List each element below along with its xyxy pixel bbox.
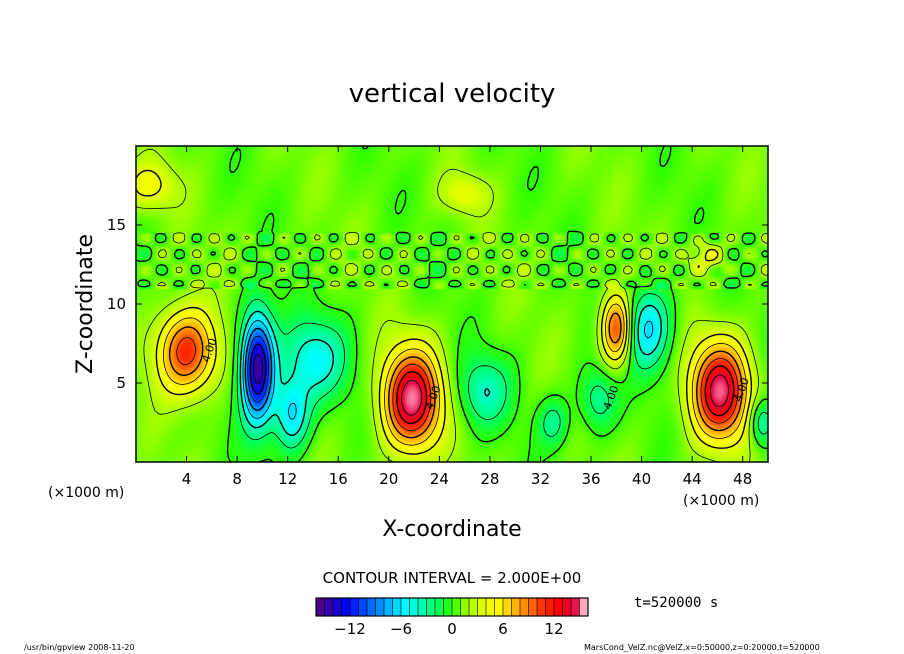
colorbar-tick-label: −12 — [334, 620, 366, 638]
colorbar-tick-label: 0 — [447, 620, 457, 638]
y-axis-label: Z-coordinate — [73, 234, 98, 374]
contour-line — [168, 312, 743, 439]
colorbar-tick-label: 12 — [544, 620, 563, 638]
x-tick-label: 32 — [531, 470, 550, 488]
contour-line — [163, 303, 747, 446]
colorbar-cell — [545, 598, 555, 616]
x-axis-ticks: 4 8 12 16 20 24 28 32 36 40 44 48 — [182, 146, 752, 488]
x-tick-label: 16 — [329, 470, 348, 488]
colorbar-tick-label: 6 — [498, 620, 508, 638]
x-unit-left: (×1000 m) — [48, 485, 124, 501]
footer-right: MarsCond_VelZ.nc@VelZ,x=0:50000,z=0:2000… — [584, 643, 820, 652]
colorbar-cell — [392, 598, 402, 616]
contour-line — [242, 320, 654, 420]
colorbar-cell — [486, 598, 495, 616]
colorbar-cell — [384, 598, 393, 616]
x-tick-label: 12 — [278, 470, 297, 488]
x-unit-right: (×1000 m) — [683, 493, 759, 509]
heatmap-surface — [136, 146, 768, 462]
colorbar-cell — [452, 598, 461, 616]
contour-line — [239, 304, 662, 437]
colorbar-cell — [469, 598, 478, 616]
colorbar-cell — [324, 598, 334, 616]
contour-line — [247, 335, 270, 403]
colorbar-cell — [350, 598, 359, 616]
y-tick-label: 15 — [107, 216, 126, 234]
contour-line — [401, 374, 729, 416]
colorbar-cell — [367, 598, 376, 616]
x-tick-label: 24 — [430, 470, 449, 488]
colorbar-cell — [520, 598, 529, 616]
colorbar-cell — [316, 598, 325, 616]
colorbar-cell — [435, 598, 444, 616]
contour-line — [135, 145, 769, 463]
time-label: t=520000 s — [634, 595, 718, 611]
colorbar-cell — [426, 598, 436, 616]
colorbar-cell — [443, 598, 453, 616]
colorbar-cell — [460, 598, 470, 616]
y-axis-ticks: 5 10 15 — [107, 216, 768, 392]
contour-line — [396, 365, 735, 425]
contour-line — [176, 337, 739, 432]
heatmap-canvas — [136, 146, 768, 462]
plot-area: 4.004.00 4.00 4.00 — [135, 145, 769, 463]
colorbar-cell — [537, 598, 546, 616]
colorbar-cell — [503, 598, 512, 616]
x-tick-label: 44 — [683, 470, 702, 488]
colorbar-tick-label: −6 — [390, 620, 412, 638]
colorbar-cell — [571, 598, 580, 616]
colorbar-cell — [333, 598, 342, 616]
colorbar-cell — [341, 598, 351, 616]
contour-line — [236, 293, 769, 449]
colorbar-cell — [418, 598, 427, 616]
y-tick-label: 5 — [116, 374, 126, 392]
colorbar — [315, 597, 589, 617]
colorbar-cell — [528, 598, 538, 616]
x-tick-label: 4 — [182, 470, 192, 488]
colorbar-cell — [562, 598, 572, 616]
colorbar-cell — [554, 598, 563, 616]
x-tick-label: 28 — [480, 470, 499, 488]
contour-line — [244, 327, 273, 411]
chart-title: vertical velocity — [349, 79, 556, 109]
contour-line — [249, 343, 267, 395]
colorbar-ticks: −12 −6 0 6 12 — [334, 620, 563, 638]
footer-left: /usr/bin/gpview 2008-11-20 — [24, 643, 135, 652]
contour-interval-text: CONTOUR INTERVAL = 2.000E+00 — [323, 569, 582, 587]
x-axis-label: X-coordinate — [382, 517, 521, 542]
x-tick-label: 48 — [733, 470, 752, 488]
x-tick-label: 8 — [232, 470, 242, 488]
colorbar-cell — [401, 598, 410, 616]
colorbar-frame — [315, 597, 589, 617]
y-tick-label: 10 — [107, 295, 126, 313]
x-tick-label: 36 — [581, 470, 600, 488]
colorbar-cell — [409, 598, 419, 616]
contour-line — [253, 354, 263, 384]
x-tick-label: 40 — [632, 470, 651, 488]
colorbar-cell — [358, 598, 368, 616]
x-tick-label: 20 — [379, 470, 398, 488]
colorbar-cell — [375, 598, 385, 616]
colorbar-cell — [494, 598, 504, 616]
contour-line — [135, 169, 753, 455]
colorbar-cell — [477, 598, 487, 616]
colorbar-cell — [511, 598, 521, 616]
contour-lines — [135, 145, 769, 463]
colorbar-cell — [579, 598, 589, 616]
